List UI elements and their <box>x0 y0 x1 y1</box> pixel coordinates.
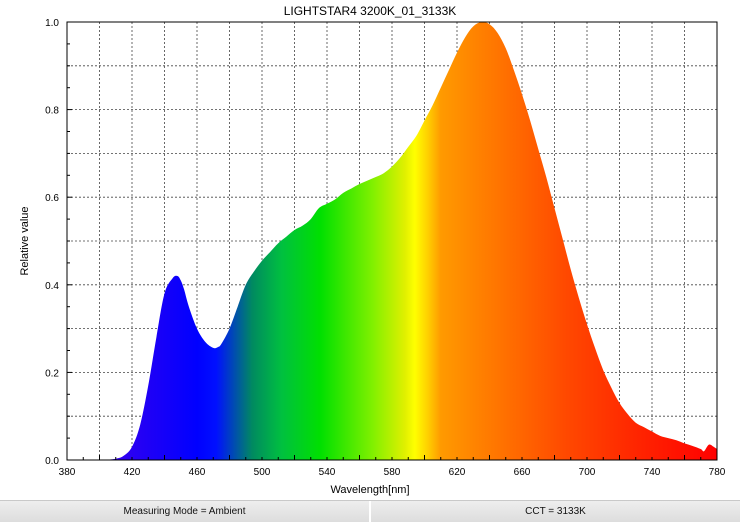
x-tick-label: 540 <box>319 467 336 478</box>
y-axis-label: Relative value <box>19 206 31 275</box>
y-tick-label: 0.4 <box>45 281 59 292</box>
y-tick-label: 0.2 <box>45 368 59 379</box>
y-tick-label: 0.0 <box>45 456 59 467</box>
x-tick-label: 740 <box>644 467 661 478</box>
plot-frame <box>66 21 718 461</box>
y-tick-label: 1.0 <box>45 18 59 29</box>
chart-title: LIGHTSTAR4 3200K_01_3133K <box>284 4 457 18</box>
status-bar: Measuring Mode = Ambient CCT = 3133K <box>0 500 740 522</box>
x-tick-label: 380 <box>59 467 76 478</box>
x-tick-label: 580 <box>384 467 401 478</box>
x-tick-label: 620 <box>449 467 466 478</box>
measuring-mode-status: Measuring Mode = Ambient <box>0 501 369 522</box>
cct-status: CCT = 3133K <box>369 501 740 522</box>
x-tick-label: 700 <box>579 467 596 478</box>
spectrum-chart: 380 420 460 500 540 580 620 660 700 740 780 0.0 0.2… <box>19 4 726 496</box>
x-tick-label: 780 <box>709 467 726 478</box>
x-tick-label: 460 <box>189 467 206 478</box>
x-tick-label: 420 <box>124 467 141 478</box>
x-axis-label: Wavelength[nm] <box>330 484 409 496</box>
y-tick-label: 0.6 <box>45 193 59 204</box>
x-tick-label: 500 <box>254 467 271 478</box>
x-tick-label: 660 <box>514 467 531 478</box>
spectrum-area <box>67 21 717 461</box>
y-tick-labels: 0.0 0.2 0.4 0.6 0.8 1.0 <box>45 18 59 467</box>
x-tick-labels: 380 420 460 500 540 580 620 660 700 740 780 <box>59 467 726 478</box>
y-tick-label: 0.8 <box>45 106 59 117</box>
